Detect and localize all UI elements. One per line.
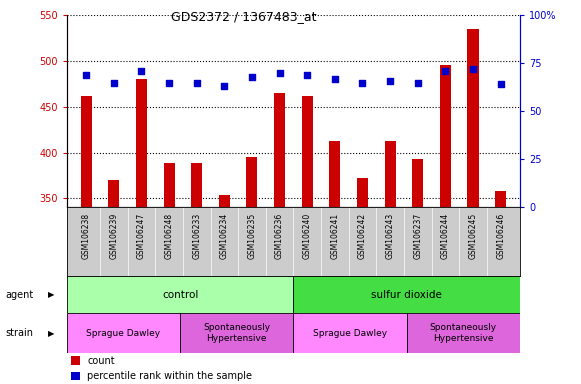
Point	[441, 68, 450, 74]
Text: GSM106235: GSM106235	[248, 213, 256, 259]
Bar	[191, 164, 202, 384]
Text: agent: agent	[6, 290, 34, 300]
Bar	[413, 159, 424, 384]
Text: GSM106233: GSM106233	[192, 213, 201, 259]
Bar	[329, 141, 340, 384]
Bar	[67, 313, 180, 353]
Point	[275, 70, 284, 76]
Bar	[71, 356, 80, 365]
Point	[413, 79, 422, 86]
Text: Sprague Dawley: Sprague Dawley	[87, 329, 160, 338]
Text: GSM106239: GSM106239	[109, 213, 119, 259]
Point	[220, 83, 229, 89]
Text: GSM106248: GSM106248	[164, 213, 174, 259]
Point	[330, 76, 339, 82]
Bar	[385, 141, 396, 384]
Point	[358, 79, 367, 86]
Text: ▶: ▶	[48, 329, 54, 338]
Text: ▶: ▶	[48, 290, 54, 299]
Bar	[67, 276, 293, 313]
Bar	[293, 313, 407, 353]
Bar	[136, 79, 147, 384]
Bar	[468, 29, 479, 384]
Point	[192, 79, 202, 86]
Point	[164, 79, 174, 86]
Bar	[219, 195, 230, 384]
Bar	[180, 313, 293, 353]
Text: GSM106236: GSM106236	[275, 213, 284, 259]
Point	[385, 78, 394, 84]
Text: GSM106247: GSM106247	[137, 213, 146, 259]
Point	[468, 66, 478, 72]
Point	[303, 72, 312, 78]
Bar	[246, 157, 257, 384]
Text: GSM106238: GSM106238	[82, 213, 91, 259]
Text: GSM106234: GSM106234	[220, 213, 229, 259]
Bar	[71, 372, 80, 380]
Text: GSM106240: GSM106240	[303, 213, 312, 259]
Text: percentile rank within the sample: percentile rank within the sample	[87, 371, 252, 381]
Text: GDS2372 / 1367483_at: GDS2372 / 1367483_at	[171, 10, 317, 23]
Bar	[495, 191, 506, 384]
Text: GSM106243: GSM106243	[386, 213, 394, 259]
Text: count: count	[87, 356, 115, 366]
Bar	[440, 65, 451, 384]
Bar	[274, 93, 285, 384]
Bar	[302, 96, 313, 384]
Text: Sprague Dawley: Sprague Dawley	[313, 329, 387, 338]
Point	[109, 79, 119, 86]
Text: GSM106237: GSM106237	[413, 213, 422, 259]
Text: GSM106242: GSM106242	[358, 213, 367, 259]
Bar	[163, 164, 174, 384]
Point	[137, 68, 146, 74]
Text: GSM106246: GSM106246	[496, 213, 505, 259]
Point	[248, 74, 257, 80]
Bar	[293, 276, 520, 313]
Bar	[108, 180, 119, 384]
Text: control: control	[162, 290, 198, 300]
Bar	[81, 96, 92, 384]
Point	[496, 81, 505, 88]
Text: Spontaneously
Hypertensive: Spontaneously Hypertensive	[203, 323, 270, 343]
Text: GSM106244: GSM106244	[441, 213, 450, 259]
Point	[81, 72, 91, 78]
Text: Spontaneously
Hypertensive: Spontaneously Hypertensive	[430, 323, 497, 343]
Text: sulfur dioxide: sulfur dioxide	[371, 290, 442, 300]
Bar	[357, 178, 368, 384]
Text: GSM106241: GSM106241	[331, 213, 339, 259]
Text: strain: strain	[6, 328, 34, 338]
Bar	[407, 313, 520, 353]
Text: GSM106245: GSM106245	[468, 213, 478, 259]
